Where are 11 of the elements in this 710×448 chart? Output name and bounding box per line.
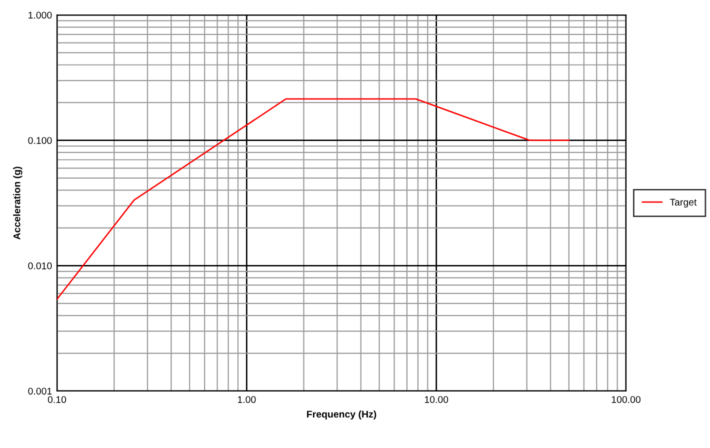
y-axis-title: Acceleration (g) <box>13 166 22 240</box>
x-axis-title: Frequency (Hz) <box>307 410 376 420</box>
y-tick-label: 0.001 <box>28 388 52 395</box>
y-tick-label: 0.010 <box>28 262 52 270</box>
x-tick-label: 1.00 <box>238 396 256 403</box>
y-tick-label: 0.100 <box>28 137 52 144</box>
x-tick-label: 100.00 <box>612 396 640 403</box>
y-tick-label: 1.000 <box>28 12 52 19</box>
legend-label: Target <box>670 198 697 208</box>
x-tick-label: 10.00 <box>424 396 448 403</box>
x-tick-label: 0.10 <box>48 396 66 403</box>
